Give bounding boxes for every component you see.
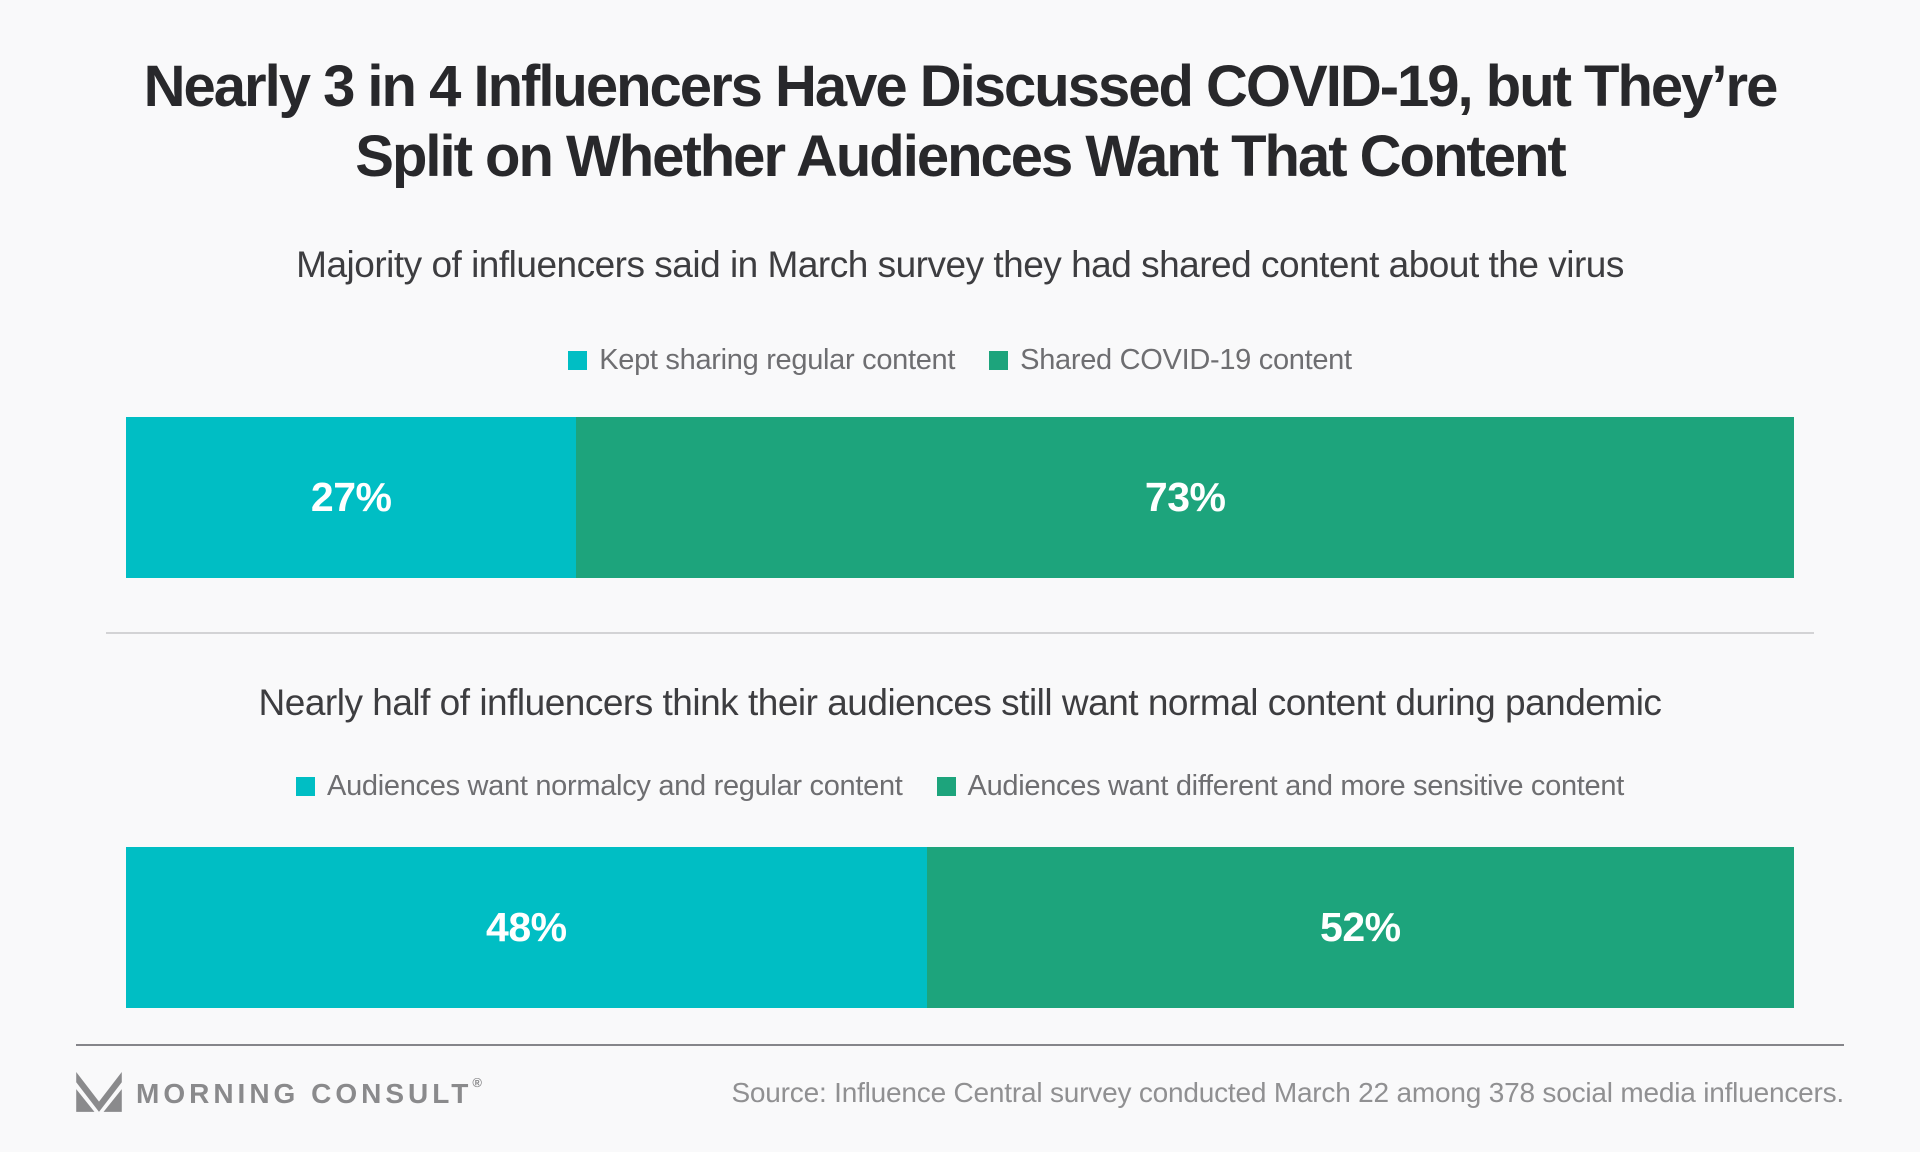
- chart-section-shared-content: Majority of influencers said in March su…: [126, 244, 1794, 579]
- legend: Audiences want normalcy and regular cont…: [126, 770, 1794, 803]
- brand-name-text: MORNING CONSULT: [136, 1078, 473, 1110]
- legend-swatch-teal-icon: [296, 777, 316, 797]
- bar-segment-teal: 48%: [126, 847, 927, 1009]
- brand-logo: MORNING CONSULT®: [76, 1072, 486, 1113]
- legend-item: Shared COVID-19 content: [989, 344, 1352, 377]
- stacked-bar: 27% 73%: [126, 417, 1794, 579]
- brand-name: MORNING CONSULT®: [136, 1075, 486, 1110]
- legend: Kept sharing regular content Shared COVI…: [126, 344, 1794, 377]
- page-title: Nearly 3 in 4 Influencers Have Discussed…: [143, 54, 1779, 190]
- footer-divider: [76, 1044, 1844, 1047]
- legend-label: Audiences want normalcy and regular cont…: [327, 770, 903, 803]
- legend-swatch-green-icon: [936, 777, 956, 797]
- bar-value-label: 48%: [486, 904, 567, 951]
- bar-segment-teal: 27%: [126, 417, 577, 579]
- bar-value-label: 52%: [1320, 904, 1401, 951]
- section-divider: [106, 632, 1814, 635]
- registered-trademark: ®: [472, 1075, 486, 1091]
- legend-swatch-green-icon: [989, 351, 1009, 371]
- bar-value-label: 73%: [1144, 474, 1226, 521]
- legend-item: Audiences want normalcy and regular cont…: [296, 770, 903, 803]
- footer: MORNING CONSULT® Source: Influence Centr…: [0, 1044, 1920, 1113]
- chart-subtitle: Majority of influencers said in March su…: [296, 244, 1624, 286]
- bar-segment-green: 52%: [926, 847, 1794, 1009]
- source-text: Source: Influence Central survey conduct…: [731, 1076, 1844, 1108]
- legend-label: Kept sharing regular content: [599, 344, 956, 377]
- legend-item: Audiences want different and more sensit…: [936, 770, 1625, 803]
- chart-subtitle: Nearly half of influencers think their a…: [258, 682, 1662, 724]
- bar-value-label: 27%: [310, 474, 392, 521]
- legend-swatch-teal-icon: [568, 351, 588, 371]
- bar-segment-green: 73%: [576, 417, 1794, 579]
- legend-label: Shared COVID-19 content: [1020, 344, 1352, 377]
- morning-consult-m-icon: [76, 1072, 122, 1113]
- legend-label: Audiences want different and more sensit…: [967, 770, 1625, 803]
- legend-item: Kept sharing regular content: [568, 344, 955, 377]
- chart-section-audience-preference: Nearly half of influencers think their a…: [126, 682, 1794, 1009]
- stacked-bar: 48% 52%: [126, 847, 1794, 1009]
